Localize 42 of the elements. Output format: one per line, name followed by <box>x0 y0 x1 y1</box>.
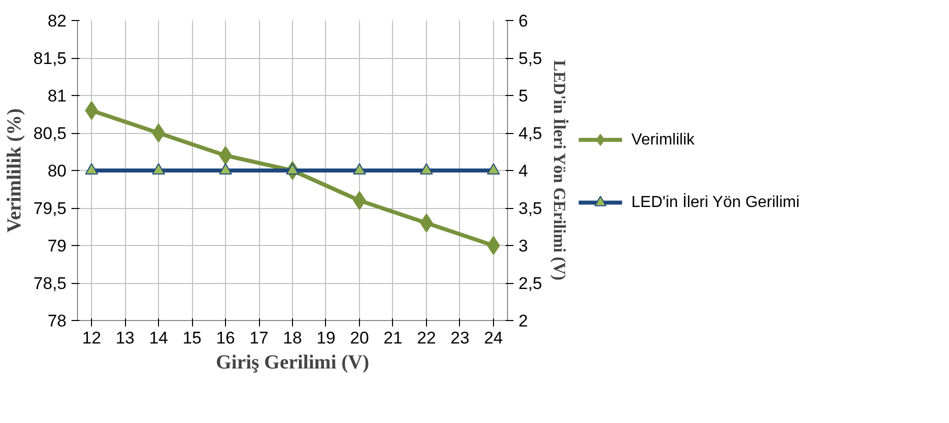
y-tick-label: 80 <box>48 162 67 180</box>
y2-tick-label: 2 <box>518 312 528 330</box>
x-tick-label: 21 <box>384 328 402 348</box>
point <box>486 236 500 255</box>
y2-tick-label: 5,5 <box>518 49 542 68</box>
point <box>85 101 98 120</box>
point <box>352 191 366 210</box>
y-tick-label: 79,5 <box>33 199 67 218</box>
x-tick-label: 17 <box>250 328 268 348</box>
y2-tick-label: 4,5 <box>518 124 542 143</box>
x-tick-label: 13 <box>116 328 135 348</box>
x-tick-label: 24 <box>484 328 503 348</box>
x-tick-label: 22 <box>417 328 436 348</box>
y-tick-label: 78 <box>48 312 67 330</box>
legend-label: LED'in İleri Yön Gerilimi <box>631 193 800 212</box>
y2-tick-label: 5 <box>518 86 528 106</box>
y-tick-label: 78,5 <box>33 274 67 293</box>
y-tick-label: 81 <box>48 86 67 106</box>
y2-tick-label: 6 <box>518 12 528 30</box>
y-tick-label: 80,5 <box>33 124 67 143</box>
x-tick-label: 16 <box>216 328 235 348</box>
legend-label: Verimlilik <box>631 131 696 148</box>
y-tick-label: 79 <box>48 236 67 256</box>
y2-axis-title: LED'in İleri Yön GErilimi (V) <box>550 60 570 280</box>
y-axis-title: Verimlilik (%) <box>3 108 26 233</box>
y2-tick-label: 3 <box>518 236 528 256</box>
point <box>219 146 232 165</box>
x-axis-title: Giriş Gerilimi (V) <box>216 352 370 374</box>
x-tick-label: 23 <box>450 328 470 348</box>
y2-tick-label: 3,5 <box>518 199 542 218</box>
point <box>152 124 166 142</box>
point <box>420 214 433 232</box>
y2-tick-label: 2,5 <box>518 274 542 293</box>
x-tick-label: 18 <box>283 328 302 348</box>
x-tick-label: 15 <box>182 328 202 348</box>
x-tick-label: 14 <box>149 328 168 348</box>
y-tick-label: 81,5 <box>33 49 67 68</box>
x-tick-label: 12 <box>82 328 102 348</box>
x-tick-label: 19 <box>316 328 336 348</box>
x-tick-label: 20 <box>350 328 369 348</box>
y2-tick-label: 4 <box>518 162 528 180</box>
y-tick-label: 82 <box>48 12 67 30</box>
